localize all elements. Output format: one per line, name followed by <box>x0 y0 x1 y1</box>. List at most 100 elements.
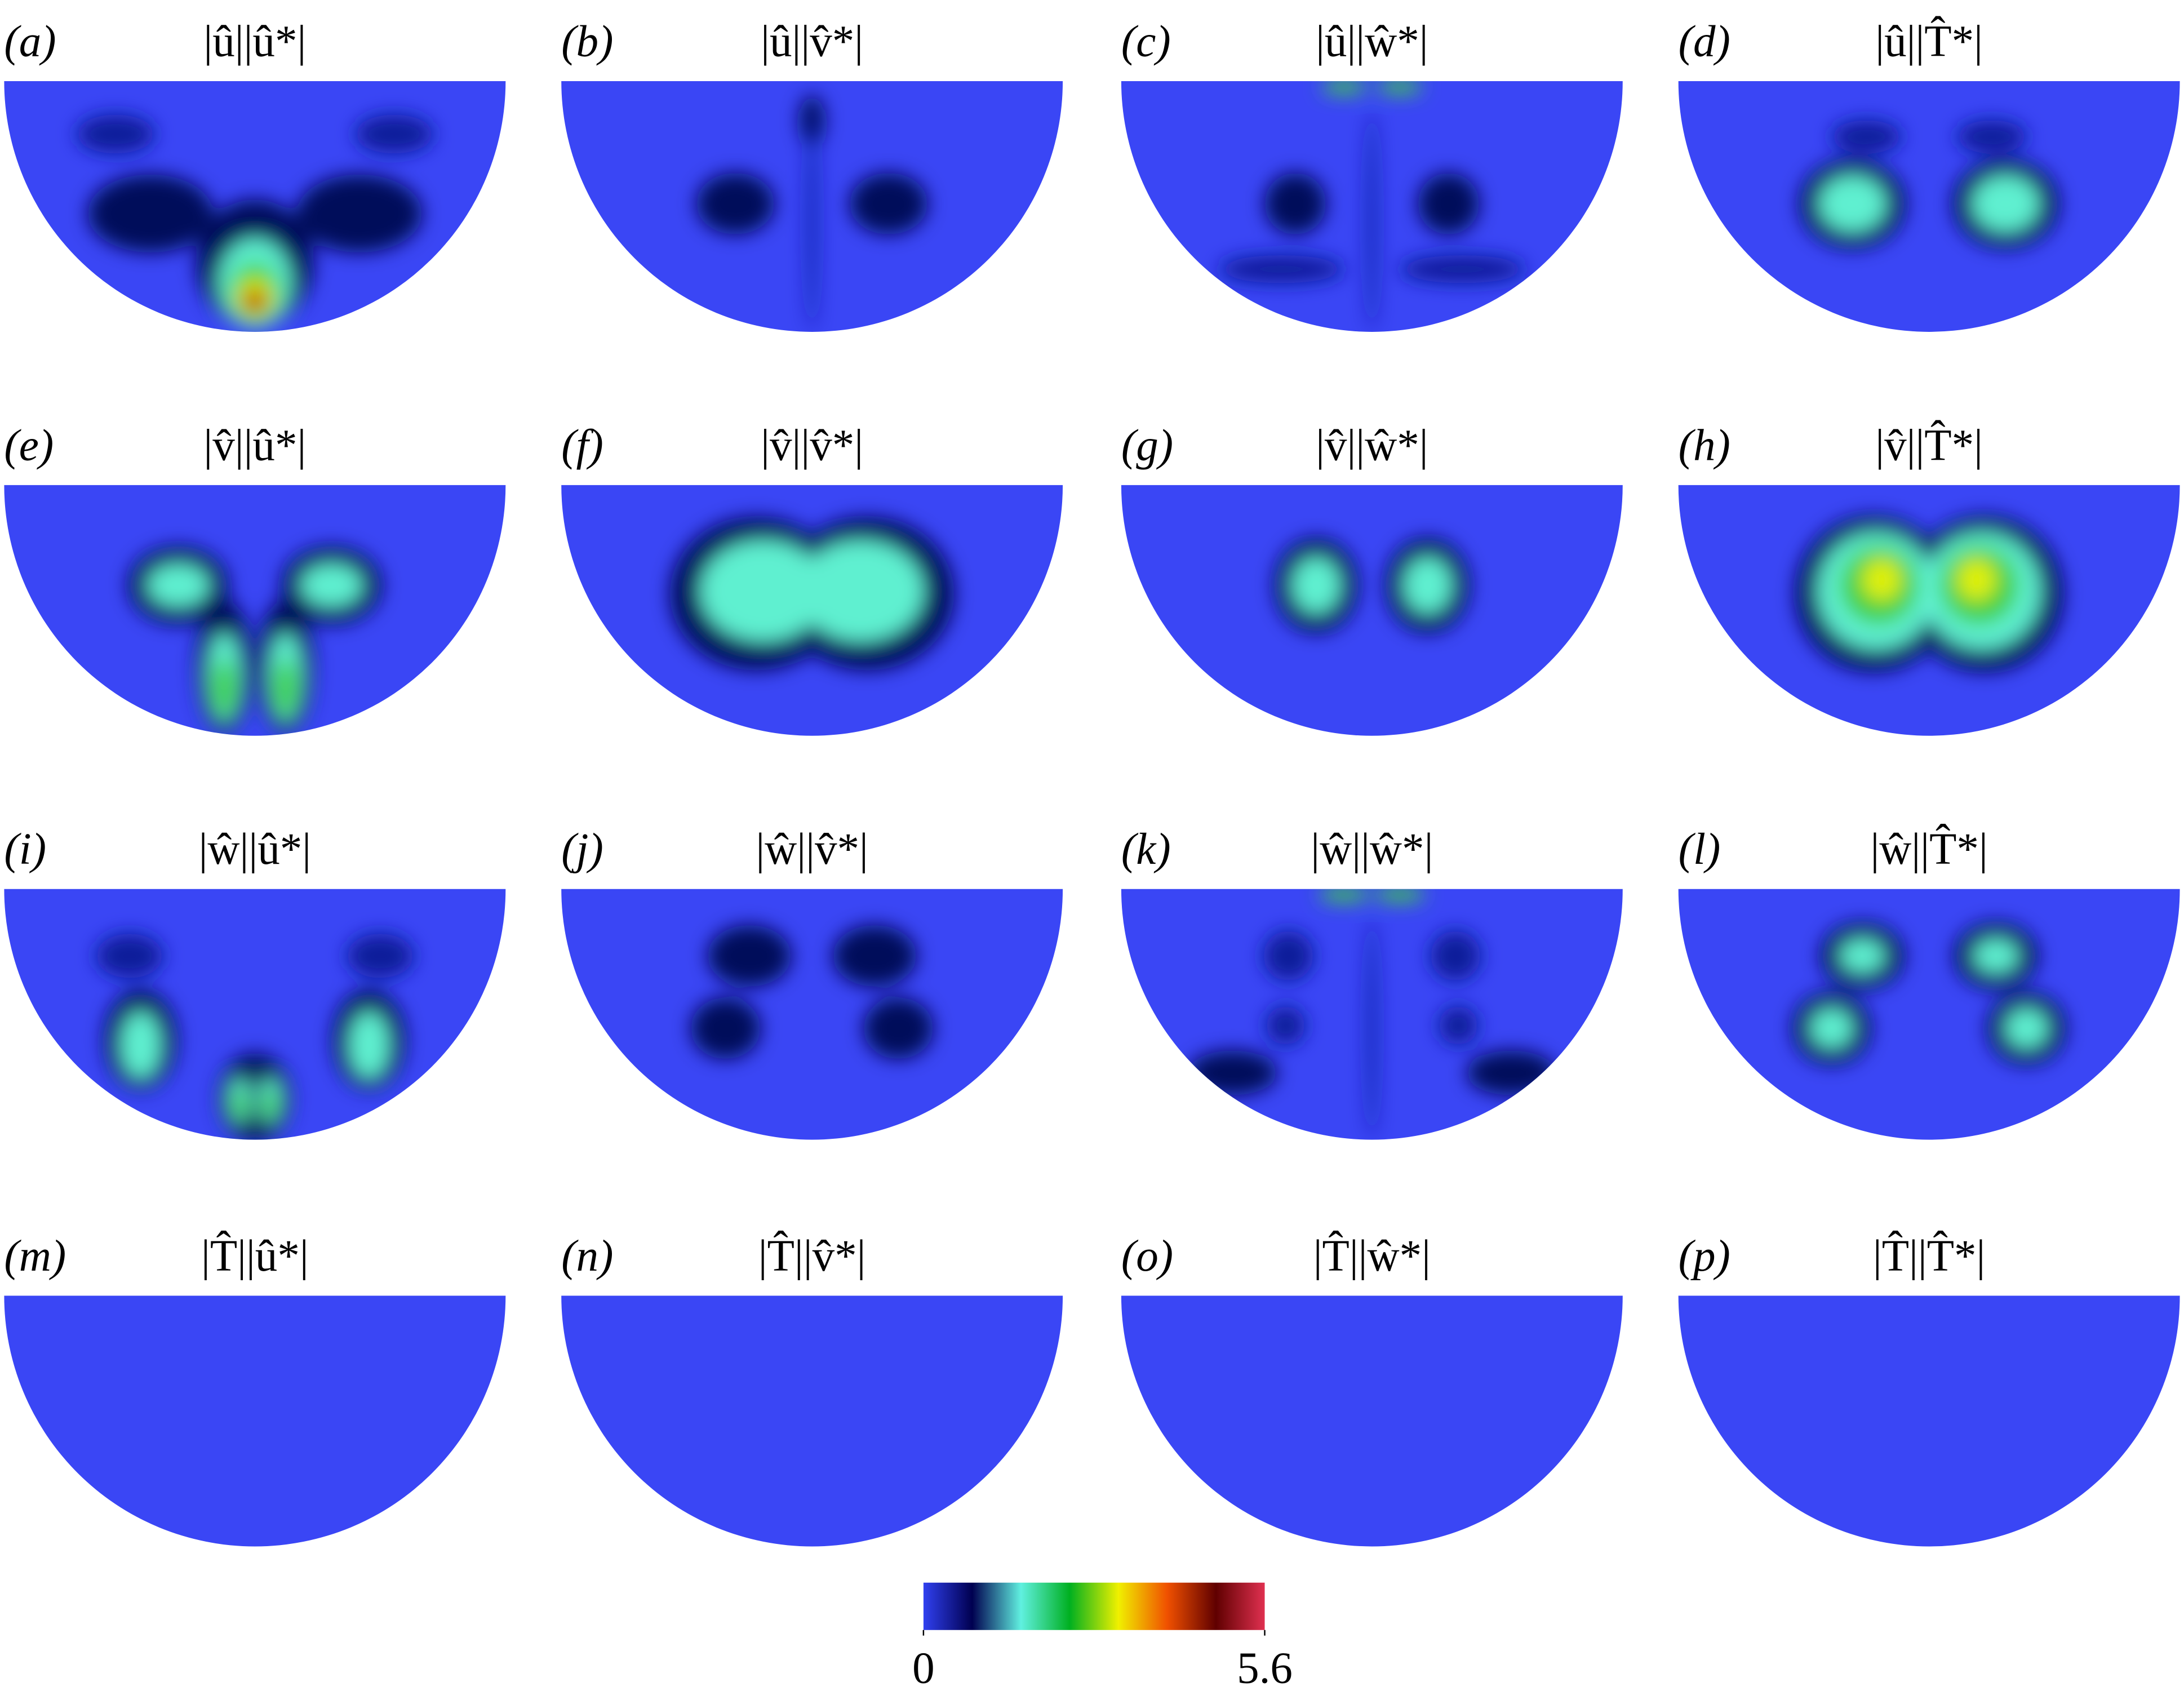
panel-title: |û||û*| <box>203 17 306 66</box>
panel-label: (d) <box>1679 17 1730 66</box>
panel: (p) |T̂||T̂*| <box>1678 1231 2180 1547</box>
contour-blob <box>1466 1050 1556 1095</box>
contour-blob <box>849 173 928 234</box>
contour-domain <box>1121 1295 1623 1547</box>
contour-blob <box>1862 558 1902 601</box>
panel-label: (j) <box>561 825 603 874</box>
colorbar <box>923 1582 1265 1630</box>
contour-blob <box>96 933 163 978</box>
contour-blob <box>1368 109 1377 332</box>
panel-title: |ŵ||û*| <box>199 825 312 874</box>
contour-blobs <box>696 95 928 332</box>
panel-title: |T̂||ŵ*| <box>1313 1231 1431 1281</box>
contour-blob <box>87 174 214 253</box>
contour-blobs <box>1795 516 2063 672</box>
contour-field <box>696 95 928 332</box>
panel: (a) |û||û*| <box>4 17 506 332</box>
contour-blobs <box>1274 538 1470 633</box>
contour-field <box>1792 922 2066 1065</box>
panel: (c) |û||ŵ*| <box>1121 17 1623 332</box>
contour-blob <box>1400 255 1525 283</box>
panel-title: |T̂||û*| <box>201 1231 309 1281</box>
contour-blob <box>347 933 414 978</box>
contour-blob <box>1430 930 1481 981</box>
contour-field <box>1218 81 1525 332</box>
contour-field <box>1795 516 2063 672</box>
contour-blobs <box>670 517 955 671</box>
contour-domain <box>561 889 1063 1140</box>
contour-field <box>670 517 955 671</box>
contour-field <box>76 114 433 328</box>
panel-title: |ŵ||v̂*| <box>756 825 868 874</box>
contour-domain <box>1678 889 2180 1140</box>
contour-blobs <box>128 546 382 733</box>
contour-blob <box>232 1092 247 1118</box>
contour-field <box>1188 889 1556 1140</box>
contour-blob <box>121 1011 161 1078</box>
panel-label: (o) <box>1121 1232 1173 1281</box>
panel: (f) |v̂||v̂*| <box>561 421 1063 736</box>
panel-label: (l) <box>1679 825 1721 874</box>
contour-blobs <box>691 925 934 1059</box>
contour-domain <box>4 1295 506 1547</box>
contour-blobs <box>1792 922 2066 1065</box>
panel: (h) |v̂||T̂*| <box>1678 420 2180 736</box>
panel-label: (k) <box>1121 825 1171 874</box>
contour-blob <box>1266 1006 1306 1045</box>
contour-blob <box>833 925 917 987</box>
panel-label: (a) <box>4 17 56 66</box>
contour-blob <box>1368 917 1377 1140</box>
contour-field <box>128 546 382 733</box>
panel-title: |û||ŵ*| <box>1316 17 1428 66</box>
panel-title: |T̂||v̂*| <box>758 1231 866 1281</box>
panel-label: (i) <box>4 825 46 874</box>
panel-label: (p) <box>1679 1232 1730 1281</box>
contour-blob <box>807 109 816 332</box>
contour-blob <box>1819 176 1886 232</box>
panel: (k) |ŵ||ŵ*| <box>1121 825 1623 1140</box>
contour-blob <box>1404 557 1451 614</box>
panel-title: |T̂||T̂*| <box>1873 1231 1986 1281</box>
contour-blob <box>148 564 209 606</box>
panel-label: (h) <box>1679 421 1730 470</box>
contour-blob <box>1973 939 2018 973</box>
panel: (i) |ŵ||û*| <box>4 825 506 1140</box>
contour-field <box>96 933 414 1140</box>
panel-title: |v̂||T̂*| <box>1875 420 1983 471</box>
contour-blob <box>1957 558 1996 601</box>
contour-blob <box>1831 120 1902 154</box>
contour-domain <box>561 1295 1063 1547</box>
panel: (m) |T̂||û*| <box>4 1231 506 1547</box>
contour-blobs <box>1188 889 1556 1140</box>
contour-blob <box>1188 1050 1277 1095</box>
panel-title: |ŵ||T̂*| <box>1870 824 1987 875</box>
panel: (b) |û||v̂*| <box>561 17 1063 332</box>
contour-blob <box>1263 930 1314 981</box>
contour-blob <box>349 1011 389 1078</box>
contour-domain <box>1678 1295 2180 1547</box>
contour-blob <box>1264 173 1326 234</box>
contour-blob <box>263 1092 277 1118</box>
panel: (d) |û||T̂*| <box>1678 16 2180 332</box>
contour-blobs <box>1218 81 1525 332</box>
contour-blob <box>76 114 155 154</box>
contour-blob <box>300 564 362 606</box>
panel-title: |v̂||v̂*| <box>761 421 863 470</box>
panel-title: |û||v̂*| <box>761 17 863 66</box>
contour-blob <box>2005 1009 2048 1048</box>
contour-blob <box>863 997 934 1059</box>
contour-blob <box>296 174 422 253</box>
panel-label: (g) <box>1121 421 1173 470</box>
contour-blob <box>248 297 262 308</box>
contour-blob <box>1957 120 2027 154</box>
contour-blob <box>696 173 775 234</box>
contour-domain <box>4 485 506 736</box>
panel: (n) |T̂||v̂*| <box>561 1231 1063 1547</box>
panel-label: (c) <box>1121 17 1171 66</box>
contour-blob <box>1292 557 1340 614</box>
contour-blob <box>1321 81 1366 94</box>
contour-field <box>1799 120 2059 248</box>
